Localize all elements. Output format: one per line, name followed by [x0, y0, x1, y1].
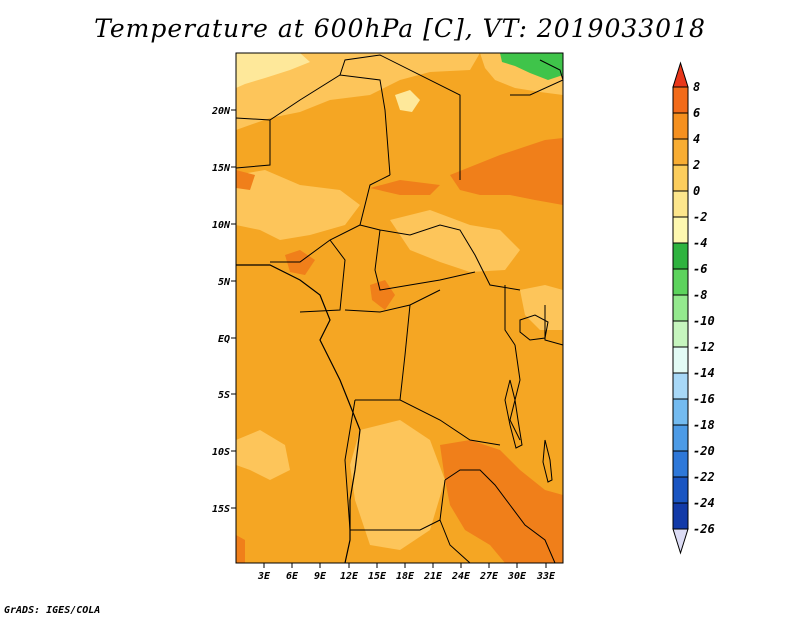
- chart-title: Temperature at 600hPa [C], VT: 201903301…: [94, 14, 706, 43]
- colorbar-label: 0: [693, 184, 700, 198]
- lat-label: 15N: [212, 163, 231, 174]
- cool-patch-east: [520, 285, 563, 330]
- colorbar-label: 4: [693, 132, 700, 146]
- longitude-axis: 3E 6E 9E 12E 15E 18E 21E 24E 27E 30E 33E: [257, 563, 556, 582]
- cool-patch-center: [390, 210, 520, 272]
- lat-label: 20N: [211, 106, 231, 117]
- colorbar-cell: [672, 294, 689, 322]
- warm-patch-south: [440, 440, 563, 563]
- colorbar-cell: [672, 476, 689, 504]
- warm-patch-west-edge: [236, 170, 255, 190]
- lat-label: 15S: [212, 504, 230, 515]
- colorbar-cell: [672, 164, 689, 192]
- colorbar-cell: [672, 268, 689, 296]
- colorbar-cell: [672, 190, 689, 218]
- cool-patch-southwest: [236, 430, 290, 480]
- colorbar-cell: [672, 86, 689, 114]
- lon-label: 33E: [536, 571, 556, 582]
- lon-label: 12E: [340, 571, 359, 582]
- lake-malawi: [542, 439, 553, 483]
- colorbar-label: -24: [693, 496, 715, 510]
- colorbar-label: 8: [693, 80, 700, 94]
- latitude-axis: 20N 15N 10N 5N EQ 5S 10S 15S: [211, 106, 236, 515]
- colorbar-cell: [672, 398, 689, 426]
- lon-label: 18E: [396, 571, 415, 582]
- colorbar-cell: [672, 242, 689, 270]
- lon-label: 9E: [314, 571, 327, 582]
- colorbar-label: -18: [693, 418, 715, 432]
- credit-label: GrADS: IGES/COLA: [4, 605, 101, 616]
- lake-victoria: [519, 314, 549, 341]
- lon-label: 3E: [257, 571, 271, 582]
- lon-label: 24E: [451, 571, 471, 582]
- lon-label: 15E: [368, 571, 387, 582]
- colorbar-label: -12: [693, 340, 715, 354]
- colorbar-cell: [672, 424, 689, 452]
- colorbar-cell: [672, 450, 689, 478]
- coastline: [236, 264, 361, 564]
- colorbar-label: -26: [693, 522, 715, 536]
- cold-patch-north2: [395, 90, 420, 112]
- colorbar-label: 2: [692, 158, 700, 172]
- lon-label: 27E: [479, 571, 499, 582]
- colorbar-label: -22: [693, 470, 715, 484]
- warm-patch-north-band: [370, 180, 440, 195]
- warm-patch-southwest: [236, 535, 245, 563]
- green-patch: [500, 53, 563, 80]
- colorbar-label: -10: [693, 314, 715, 328]
- map-frame: [235, 52, 564, 564]
- colorbar-bottom-arrow: [672, 528, 689, 555]
- lon-label: 30E: [507, 571, 527, 582]
- lat-label: 5N: [218, 277, 231, 288]
- lat-label: 5S: [218, 390, 230, 401]
- colorbar-cell: [672, 138, 689, 166]
- warm-patch-cameroon: [370, 280, 395, 310]
- warm-patch-northeast: [450, 138, 563, 205]
- colorbar-label: -8: [693, 288, 707, 302]
- colorbar-cell: [672, 112, 689, 140]
- lon-label: 21E: [423, 571, 443, 582]
- lon-label: 6E: [286, 571, 299, 582]
- lat-label: 10S: [212, 447, 230, 458]
- colorbar-label: -16: [693, 392, 715, 406]
- country-borders: [235, 54, 564, 564]
- colorbar-cell: [672, 320, 689, 348]
- cool-patch-north: [236, 53, 480, 130]
- colorbar-label: -6: [693, 262, 707, 276]
- lat-label: EQ: [218, 334, 230, 345]
- colorbar-top-arrow: [672, 61, 689, 88]
- cold-patch-north: [236, 53, 310, 88]
- lake-tanganyika: [504, 379, 523, 449]
- temperature-field: [235, 52, 564, 564]
- cool-patch-south: [350, 420, 445, 550]
- colorbar: 8 6 4 2 0 -2 -4 -6 -8 -10 -12 -14 -16 -18 -20 -22 -24 -26: [672, 61, 715, 555]
- colorbar-label: -4: [693, 236, 707, 250]
- colorbar-label: -20: [693, 444, 715, 458]
- colorbar-label: 6: [693, 106, 700, 120]
- colorbar-cell: [672, 346, 689, 374]
- lat-label: 10N: [212, 220, 231, 231]
- colorbar-cell: [672, 502, 689, 530]
- colorbar-label: -14: [693, 366, 715, 380]
- colorbar-cell: [672, 216, 689, 244]
- colorbar-label: -2: [693, 210, 707, 224]
- colorbar-cell: [672, 372, 689, 400]
- cool-patch-west: [236, 170, 360, 240]
